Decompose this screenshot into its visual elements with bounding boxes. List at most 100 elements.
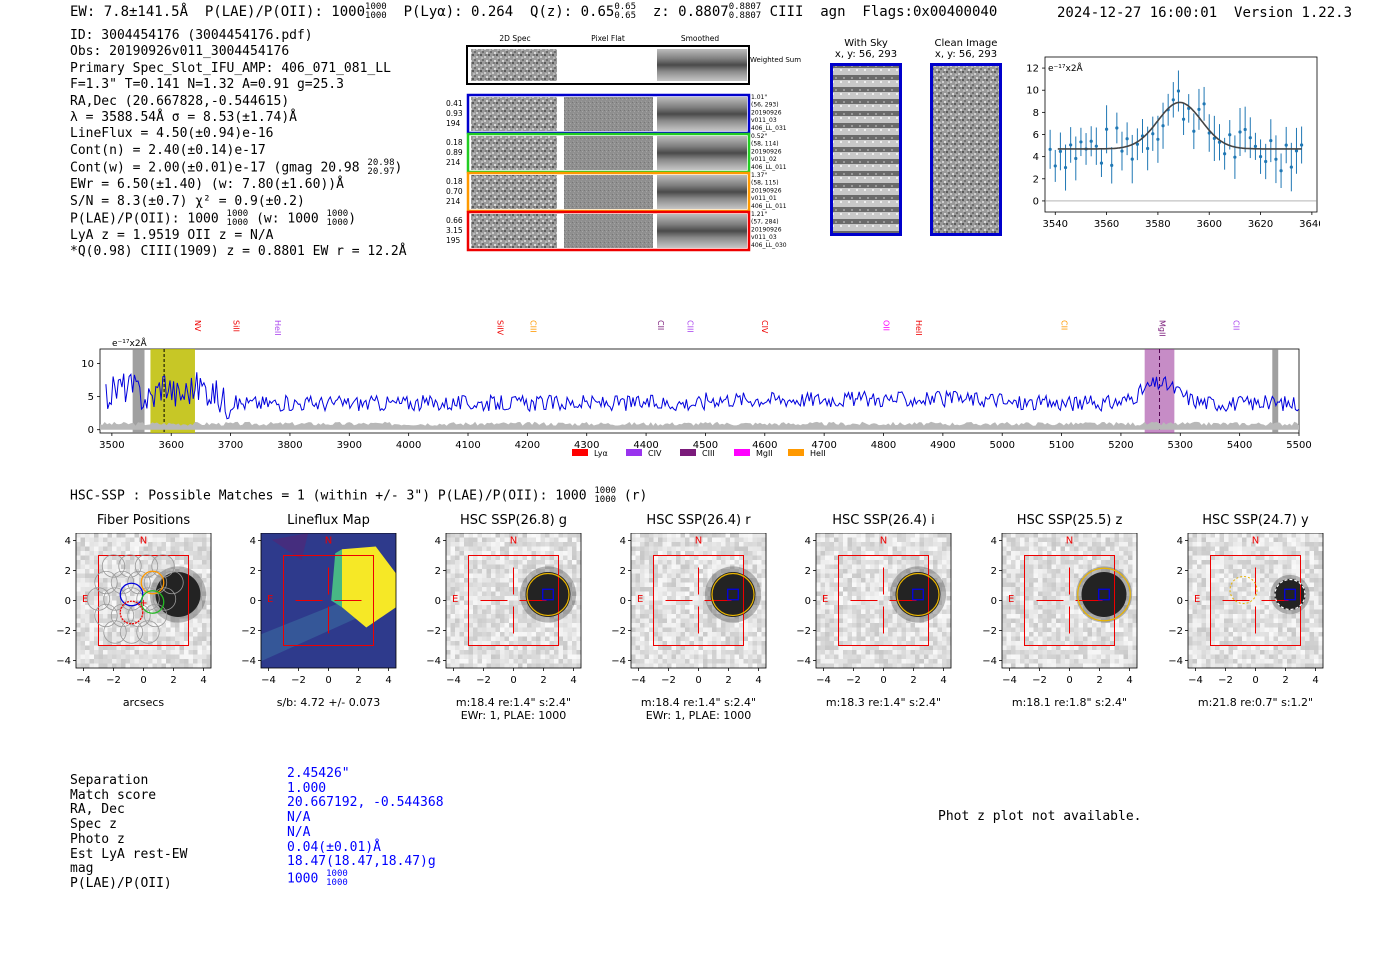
noise-pixel [689,600,695,606]
noise-pixel [89,596,95,601]
noise-pixel [680,555,686,561]
noise-pixel [1038,542,1043,547]
noise-pixel [1128,636,1133,642]
noise-pixel [838,569,844,574]
noise-pixel [698,591,704,597]
noise-pixel [540,636,546,642]
noise-pixel [94,564,99,570]
fiber-circle [152,587,177,611]
noise-pixel [1029,591,1034,597]
noise-pixel [85,641,90,646]
noise-pixel [473,609,478,615]
noise-pixel [870,596,875,601]
noise-pixel [915,632,920,637]
noise-pixel [1123,641,1129,646]
noise-pixel [856,569,862,574]
noise-pixel [1002,578,1007,583]
noise-pixel [816,564,821,570]
noise-pixel [491,533,496,538]
noise-pixel [188,627,194,633]
noise-pixel [152,564,158,570]
noise-pixel [635,605,641,610]
noise-pixel [743,546,749,552]
noise-pixel [1105,569,1111,574]
noise-pixel [486,569,492,574]
noise-pixel [459,618,465,624]
noise-pixel [829,614,835,619]
noise-pixel [820,573,826,579]
noise-pixel [1114,614,1120,619]
noise-pixel [197,632,203,637]
noise-pixel [662,632,668,637]
cutout-weight-label: 3.15 [446,226,463,235]
noise-pixel [874,609,880,615]
noise-pixel [942,663,947,669]
noise-pixel [1033,537,1039,543]
noise-pixel [1101,650,1106,655]
detection-marker: + [139,598,147,609]
noise-pixel [653,582,659,588]
noise-pixel [558,636,564,642]
noise-pixel [667,551,672,556]
noise-pixel [1056,587,1061,592]
noise-pixel [549,569,555,574]
noise-pixel [1128,551,1133,556]
noise-pixel [1029,609,1034,615]
noise-pixel [468,582,474,588]
noise-pixel [1006,596,1012,601]
noise-pixel [477,551,483,556]
noise-pixel [919,650,925,655]
noise-pixel [653,533,659,538]
noise-pixel [698,533,704,538]
noise-pixel [482,537,487,543]
noise-pixel [576,627,582,633]
noise-pixel [1083,627,1088,633]
noise-pixel [861,596,866,601]
noise-pixel [843,600,848,606]
noise-pixel [202,560,207,565]
cutout-fiber-label: (58, 114) [751,141,779,148]
noise-pixel [482,591,487,597]
noise-pixel [937,578,943,583]
noise-pixel [1056,641,1061,646]
noise-pixel [1114,618,1120,624]
noise-pixel [1074,573,1079,579]
noise-pixel [549,537,555,543]
noise-pixel [1006,587,1012,592]
north-label: N [510,536,517,547]
noise-pixel [883,587,889,592]
noise-pixel [85,636,90,642]
noise-pixel [482,623,487,628]
noise-pixel [707,573,713,579]
noise-pixel [847,609,853,615]
noise-pixel [504,659,510,664]
noise-pixel [193,569,198,574]
noise-pixel [125,564,131,570]
noise-pixel [847,600,853,606]
noise-pixel [874,560,880,565]
noise-pixel [1087,560,1093,565]
noise-pixel [852,623,857,628]
noise-pixel [473,605,478,610]
noise-pixel [1011,591,1016,597]
noise-pixel [653,605,659,610]
noise-pixel [98,533,104,538]
noise-pixel [1020,645,1025,651]
noise-pixel [1047,533,1052,538]
noise-pixel [838,663,844,669]
noise-pixel [1114,623,1120,628]
noise-pixel [89,614,95,619]
noise-pixel [179,564,185,570]
cutout-fiber-label: v011_01 [751,195,777,202]
noise-pixel [910,569,916,574]
noise-pixel [1065,573,1070,579]
noise-pixel [94,641,99,646]
noise-pixel [1114,654,1120,660]
noise-pixel [676,537,681,543]
noise-pixel [468,627,474,633]
noise-pixel [1024,587,1030,592]
noise-pixel [892,605,898,610]
noise-pixel [468,636,474,642]
noise-pixel [473,650,478,655]
